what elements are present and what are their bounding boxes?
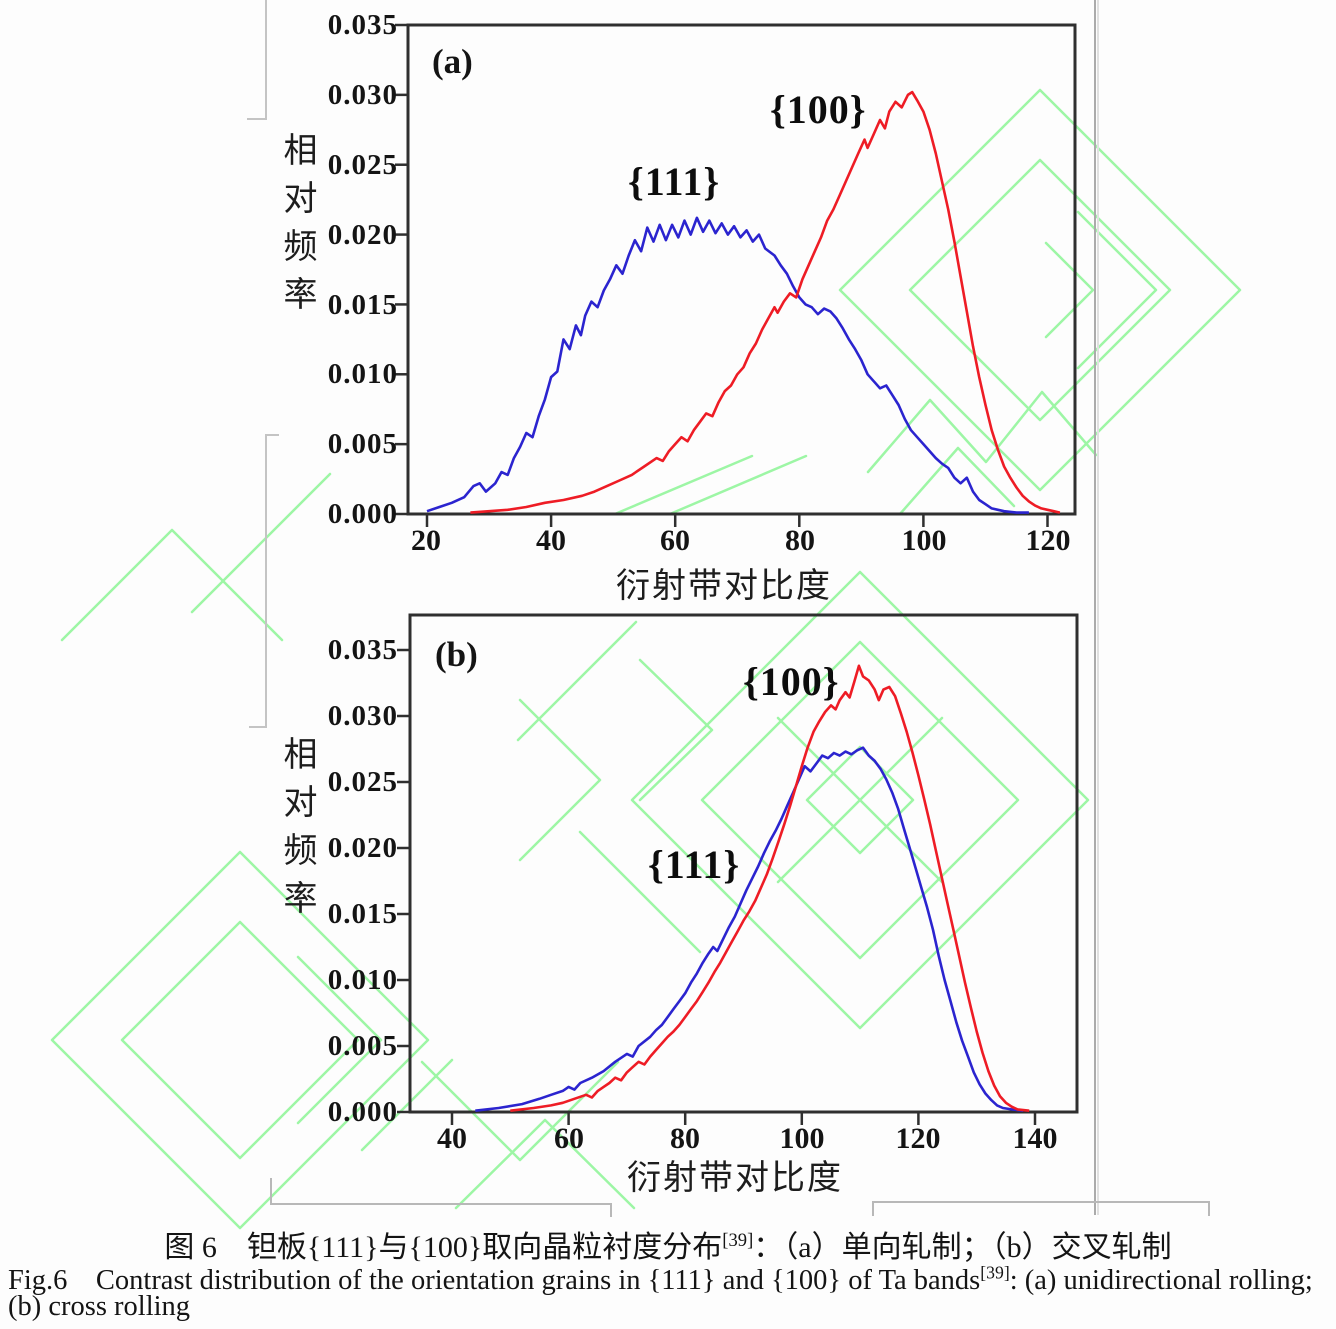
x-tick-label: 20 [411, 524, 441, 557]
left-margin-line-lower [265, 434, 267, 728]
series-label-100-a: {100} [770, 87, 867, 132]
y-tick-label: 0.015 [327, 289, 398, 321]
page-border-line-right-halo [1097, 0, 1099, 1215]
chart-b-frame [408, 613, 1079, 1114]
caption-english-line1: Fig.6 Contrast distribution of the orien… [8, 1257, 1334, 1298]
x-axis-title-b: 衍射带对比度 [627, 1160, 843, 1197]
x-tick-label: 120 [895, 1122, 941, 1155]
watermark-shape [296, 955, 383, 1125]
caption-english-line2: (b) cross rolling [8, 1291, 191, 1322]
left-margin-tick-lower [249, 726, 265, 728]
y-tick-label: 0.020 [327, 832, 398, 864]
y-axis-title-b: 相对频率 [278, 736, 315, 928]
y-tick-label: 0.010 [327, 964, 398, 996]
chart-a-frame [406, 23, 1077, 516]
y-tick-label: 0.030 [327, 79, 398, 111]
caption-cn-tail: ：（a）单向轧制；（b）交叉轧制 [753, 1231, 1172, 1264]
y-tick-label: 0.010 [327, 358, 398, 390]
left-margin-tick-upper [247, 118, 265, 120]
x-axis-title-a: 衍射带对比度 [616, 568, 832, 605]
y-tick-label: 0.000 [327, 1096, 398, 1128]
watermark-shape [578, 830, 702, 954]
caption-cn-text: 图 6 钽板{111}与{100}取向晶粒衬度分布 [164, 1231, 723, 1264]
watermark-shape [805, 745, 915, 855]
watermark-shape [50, 850, 430, 1230]
y-tick-label: 0.035 [327, 9, 398, 41]
caption-box-right-stub-l [872, 1201, 874, 1216]
curve-111 [426, 216, 1029, 514]
series-label-111-a: {111} [628, 159, 721, 204]
series-label-100-b: {100} [743, 659, 840, 704]
curve-111 [475, 746, 1024, 1112]
caption-en-ref: [39] [980, 1262, 1010, 1283]
caption-box-left-stub-r [610, 1203, 612, 1217]
caption-box-right-stub-r [1208, 1201, 1210, 1216]
watermark-shape [60, 528, 284, 642]
watermark-shape [518, 698, 602, 862]
caption-box-right-top [872, 1201, 1210, 1203]
series-label-111-b: {111} [648, 842, 741, 887]
y-axis-title-a: 相对频率 [278, 132, 315, 324]
y-tick-label: 0.030 [327, 700, 398, 732]
curve-100 [510, 664, 1030, 1112]
chart-a-axes [395, 23, 1077, 527]
caption-chinese: 图 6 钽板{111}与{100}取向晶粒衬度分布[39]：（a）单向轧制；（b… [28, 1222, 1308, 1266]
page-border-line-right [1094, 0, 1096, 1215]
y-tick-label: 0.025 [327, 766, 398, 798]
caption-box-left-stub-l [270, 1178, 272, 1205]
watermark-shape [516, 620, 638, 742]
watermark-shape [638, 658, 714, 802]
y-tick-label: 0.000 [327, 498, 398, 530]
chart-b-axes [397, 613, 1079, 1125]
watermark-shape [1044, 241, 1095, 339]
curve-100 [470, 90, 1061, 514]
watermark-shape [454, 1118, 636, 1210]
x-tick-label: 140 [1012, 1122, 1058, 1155]
left-margin-line-upper [265, 0, 267, 120]
panel-label-b: (b) [435, 635, 478, 674]
x-tick-label: 40 [437, 1122, 467, 1155]
x-tick-label: 80 [670, 1122, 700, 1155]
y-tick-label: 0.025 [327, 149, 398, 181]
caption-cn-ref: [39] [722, 1230, 754, 1251]
caption-en-text: Fig.6 Contrast distribution of the orien… [8, 1265, 981, 1296]
x-tick-label: 100 [779, 1122, 825, 1155]
x-tick-label: 80 [785, 524, 815, 557]
y-tick-label: 0.005 [327, 1030, 398, 1062]
x-tick-label: 60 [660, 524, 690, 557]
watermark-shape [668, 454, 808, 516]
y-tick-label: 0.035 [327, 634, 398, 666]
clipped-text-fragment: 轧制工艺研究 [55, 1321, 755, 1329]
watermark-shape [120, 920, 360, 1160]
watermark-shape [866, 390, 1098, 474]
x-tick-label: 60 [554, 1122, 584, 1155]
watermark-shape [613, 454, 754, 516]
y-tick-label: 0.015 [327, 898, 398, 930]
y-tick-label: 0.020 [327, 219, 398, 251]
watermark-shape [898, 446, 1016, 516]
watermark-shape [700, 640, 1020, 960]
x-tick-label: 120 [1025, 524, 1071, 557]
y-tick-label: 0.005 [327, 428, 398, 460]
watermark-shape [360, 1058, 454, 1152]
panel-label-a: (a) [432, 42, 473, 81]
caption-box-left-top [270, 1203, 612, 1205]
watermark-shape [630, 570, 1090, 1030]
caption-en-tail: : (a) unidirectional rolling; [1009, 1265, 1313, 1296]
watermark-shape [776, 716, 944, 884]
watermark-shape [1076, 210, 1158, 370]
x-tick-label: 100 [901, 524, 947, 557]
x-tick-label: 40 [536, 524, 566, 557]
watermark-shape [190, 472, 332, 614]
watermark-shape [908, 158, 1172, 422]
watermark-shape [838, 88, 1242, 492]
left-margin-tick-mid [265, 434, 279, 436]
